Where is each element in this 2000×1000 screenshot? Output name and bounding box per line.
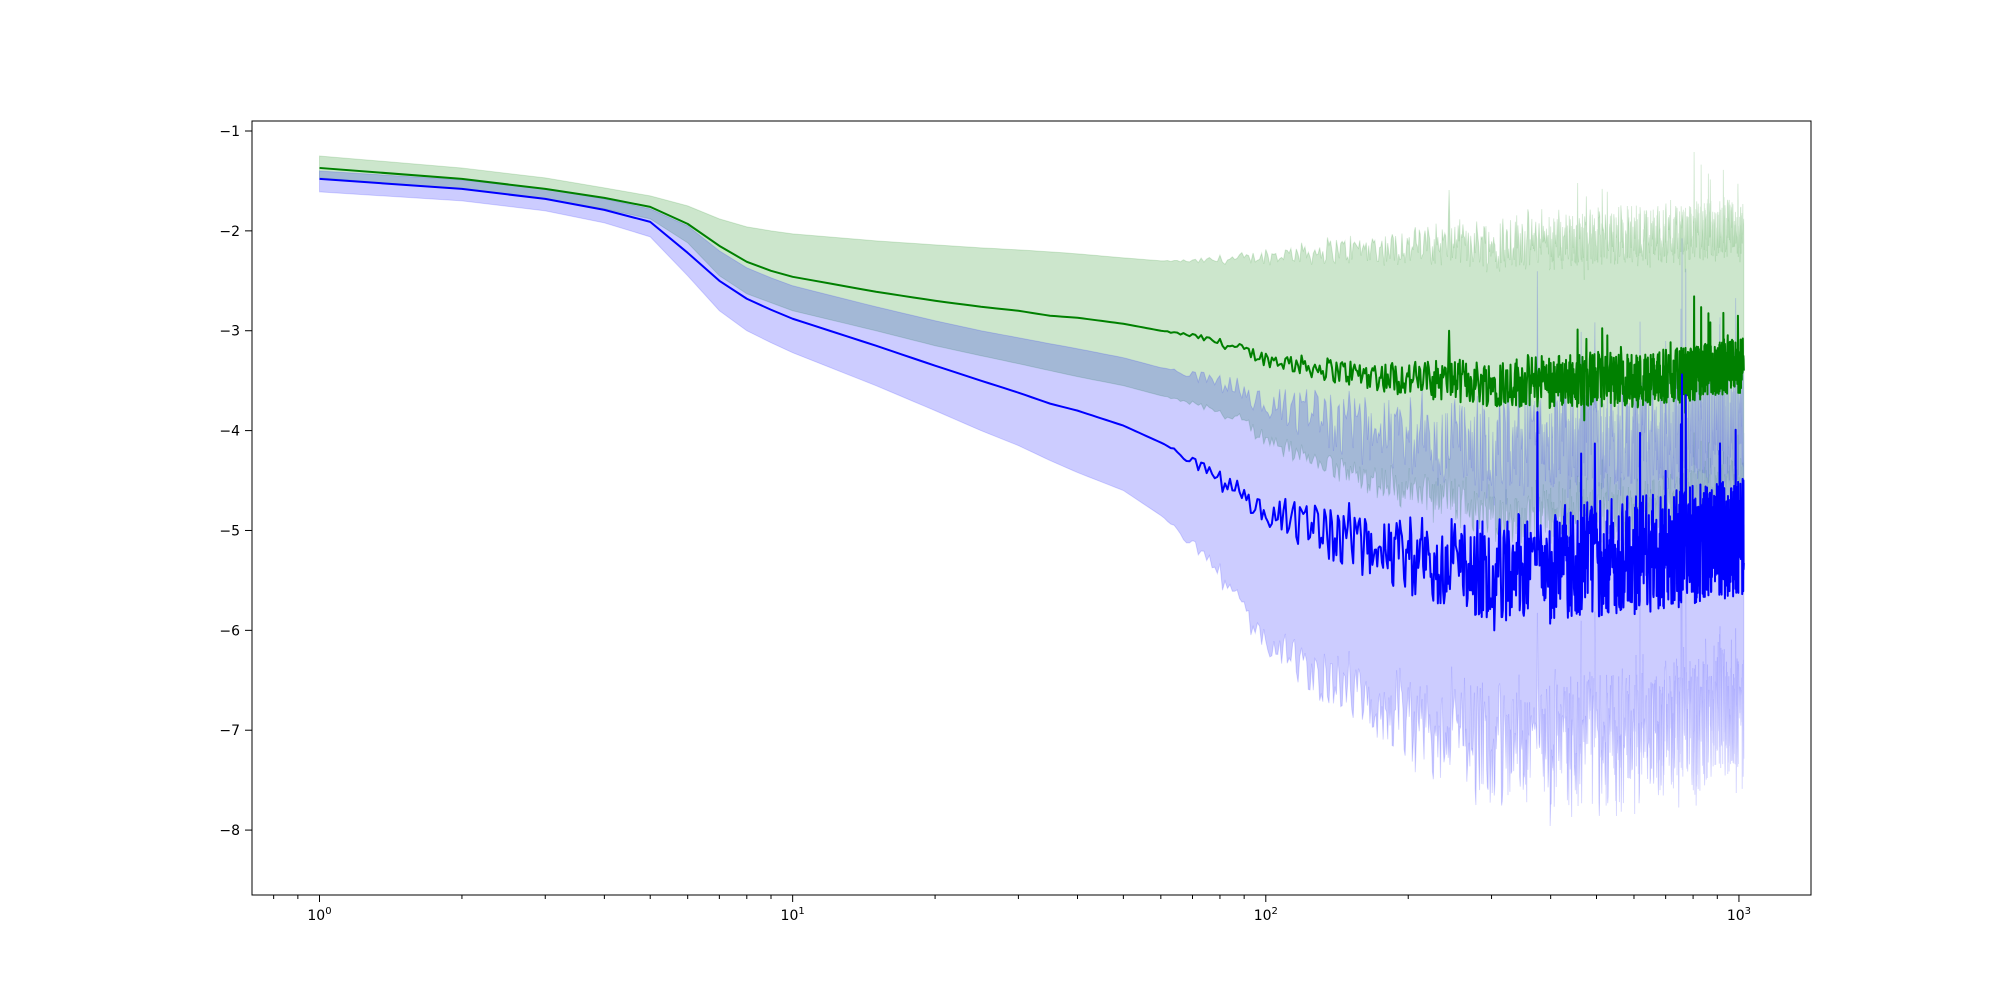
x-tick-label: 101 — [781, 906, 805, 924]
y-tick-label: −2 — [219, 224, 240, 240]
x-tick-exponent: 0 — [325, 906, 331, 917]
y-tick-label: −1 — [219, 124, 240, 140]
x-tick-label: 102 — [1254, 906, 1278, 924]
y-tick-label: −5 — [219, 523, 240, 539]
x-tick-base: 10 — [1727, 908, 1745, 924]
x-tick-base: 10 — [781, 908, 799, 924]
x-tick-label: 100 — [307, 906, 331, 924]
y-tick-label: −4 — [219, 424, 240, 440]
y-tick-label: −8 — [219, 823, 240, 839]
x-axis: 100 101 102 103 — [273, 895, 1751, 924]
series-1-line — [319, 177, 1745, 632]
x-tick-label: 103 — [1727, 906, 1751, 924]
x-tick-exponent: 2 — [1272, 906, 1278, 917]
plot-area — [319, 151, 1745, 827]
y-tick-label: −3 — [219, 324, 240, 340]
x-tick-base: 10 — [1254, 908, 1272, 924]
y-tick-label: −7 — [219, 723, 240, 739]
series-0-line — [319, 166, 1745, 422]
y-axis: −1 −2 −3 −4 −5 −6 −7 −8 — [219, 124, 252, 839]
x-tick-exponent: 1 — [798, 906, 804, 917]
x-tick-exponent: 3 — [1745, 906, 1751, 917]
x-tick-base: 10 — [307, 908, 325, 924]
plot-frame — [251, 120, 1812, 896]
y-tick-label: −6 — [219, 623, 240, 639]
